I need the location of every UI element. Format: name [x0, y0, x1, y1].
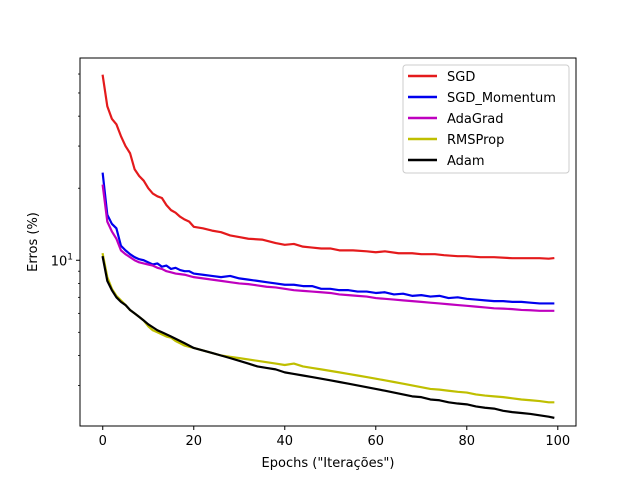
x-tick-label: 100 [545, 434, 570, 449]
legend-label-adagrad: AdaGrad [447, 112, 504, 127]
series-line-sgd-momentum [101, 172, 555, 305]
legend: SGD SGD_Momentum AdaGrad RMSProp Adam [402, 64, 570, 174]
legend-label-sgd: SGD [447, 70, 475, 85]
legend-label-adam: Adam [447, 154, 485, 169]
x-tick-label: 20 [185, 434, 202, 449]
plot-frame [79, 57, 577, 427]
legend-label-rmsprop: RMSProp [447, 133, 504, 148]
legend-label-sgd-momentum: SGD_Momentum [447, 91, 556, 106]
legend-box [402, 64, 570, 174]
series-line-rmsprop [101, 252, 555, 404]
x-tick-label: 60 [368, 434, 385, 449]
x-axis-label: Epochs ("Iterações") [262, 456, 395, 471]
y-axis-label: Erros (%) [26, 212, 41, 272]
x-axis: 0 20 40 60 80 100 [99, 426, 570, 449]
x-tick-label: 40 [276, 434, 293, 449]
series-line-adagrad [101, 184, 555, 312]
series-line-adam [101, 255, 555, 419]
series-layer [101, 74, 555, 419]
series-line-sgd [101, 74, 555, 260]
x-tick-label: 0 [99, 434, 107, 449]
x-tick-label: 80 [459, 434, 476, 449]
y-tick-label: 101 [51, 252, 73, 269]
y-axis: 101 [51, 73, 80, 386]
